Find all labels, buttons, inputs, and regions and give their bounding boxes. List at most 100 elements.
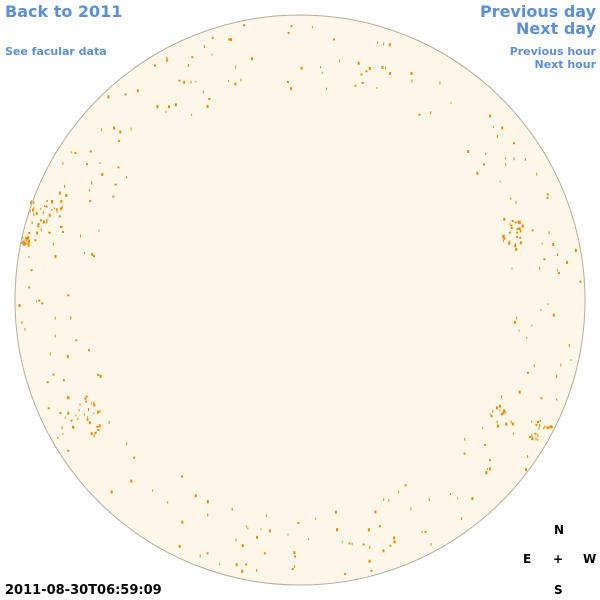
facula-dot (70, 151, 72, 154)
facula-dot (492, 409, 494, 413)
facula-dot (154, 64, 156, 67)
facula-dot (519, 241, 522, 245)
next-day-link[interactable]: Next day (516, 19, 596, 38)
facula-dot (389, 544, 392, 547)
facula-dot (229, 38, 232, 42)
facula-dot (167, 501, 169, 504)
facula-dot (118, 139, 121, 142)
facula-dot (526, 371, 529, 374)
facula-dot (208, 98, 211, 100)
facula-dot (74, 152, 77, 154)
facula-dot (566, 260, 569, 264)
facula-dot (557, 272, 560, 274)
facula-dot (178, 544, 181, 548)
facula-dot (404, 484, 407, 487)
facula-dot (23, 243, 26, 246)
facula-dot (516, 316, 518, 320)
facula-dot (86, 418, 89, 421)
facula-dot (85, 395, 88, 398)
facula-dot (38, 299, 41, 302)
facula-dot (211, 53, 213, 56)
facula-dot (341, 540, 343, 543)
facula-dot (256, 568, 258, 572)
facula-dot (508, 241, 511, 245)
facula-dot (450, 101, 452, 104)
facula-dot (18, 304, 21, 307)
facula-dot (531, 229, 534, 232)
facula-dot (503, 236, 506, 240)
facula-dot (540, 308, 542, 311)
facula-dot (90, 432, 93, 436)
facula-dot (206, 500, 209, 504)
facula-dot (511, 220, 514, 222)
facula-dot (61, 225, 63, 228)
facula-dot (57, 437, 59, 439)
back-link[interactable]: Back to 2011 (5, 2, 123, 21)
facula-dot (383, 42, 385, 46)
facula-dot (21, 242, 23, 244)
facula-dot (503, 217, 506, 221)
facular-link[interactable]: See facular data (5, 45, 107, 58)
facula-dot (382, 549, 385, 553)
facula-dot (33, 201, 35, 205)
facula-dot (568, 344, 570, 347)
facula-dot (490, 413, 492, 416)
previous-hour-link[interactable]: Previous hour (509, 45, 596, 58)
facula-dot (531, 434, 533, 438)
facula-dot (166, 56, 168, 59)
facula-dot (235, 538, 237, 542)
facula-dot (532, 436, 534, 440)
facula-dot (46, 220, 48, 224)
facula-dot (62, 379, 65, 382)
facula-dot (378, 525, 381, 528)
next-hour-link[interactable]: Next hour (534, 58, 597, 71)
facula-dot (98, 229, 100, 232)
facula-dot (199, 554, 201, 558)
facula-dot (537, 434, 539, 437)
facula-dot (538, 426, 540, 430)
facula-dot (430, 111, 432, 115)
facula-dot (43, 220, 45, 224)
facula-dot (61, 426, 63, 429)
facula-dot (21, 321, 23, 324)
facula-dot (84, 252, 86, 255)
facula-dot (424, 530, 427, 533)
facula-dot (34, 239, 37, 242)
facula-dot (194, 494, 197, 498)
facula-dot (45, 205, 48, 208)
facula-dot (37, 223, 39, 227)
facula-dot (66, 355, 69, 359)
facula-dot (539, 424, 541, 427)
facula-dot (243, 24, 246, 27)
facula-dot (54, 207, 56, 210)
facula-dot (67, 449, 70, 452)
facula-dot (24, 327, 26, 331)
facula-dot (556, 269, 558, 272)
facula-dot (385, 66, 386, 70)
facula-dot (30, 210, 31, 213)
facula-dot (294, 565, 296, 568)
previous-day-link[interactable]: Previous day (479, 2, 596, 21)
facula-dot (489, 114, 492, 118)
facula-dot (83, 413, 85, 416)
facula-dot (290, 87, 293, 91)
facula-dot (515, 243, 516, 246)
facula-dot (152, 489, 153, 492)
facula-dot (519, 230, 521, 233)
facula-dot (124, 93, 127, 96)
facula-dot (287, 533, 289, 536)
facula-dot (49, 352, 51, 356)
facula-dot (351, 542, 353, 546)
facula-dot (72, 425, 75, 429)
facula-dot (28, 239, 29, 243)
facula-dot (377, 41, 379, 44)
facula-dot (26, 239, 27, 242)
facula-dot (178, 79, 181, 82)
facula-dot (535, 423, 538, 426)
facula-dot (539, 419, 541, 422)
facula-dot (79, 403, 81, 406)
facula-dot (516, 227, 519, 230)
facula-dot (368, 559, 371, 563)
